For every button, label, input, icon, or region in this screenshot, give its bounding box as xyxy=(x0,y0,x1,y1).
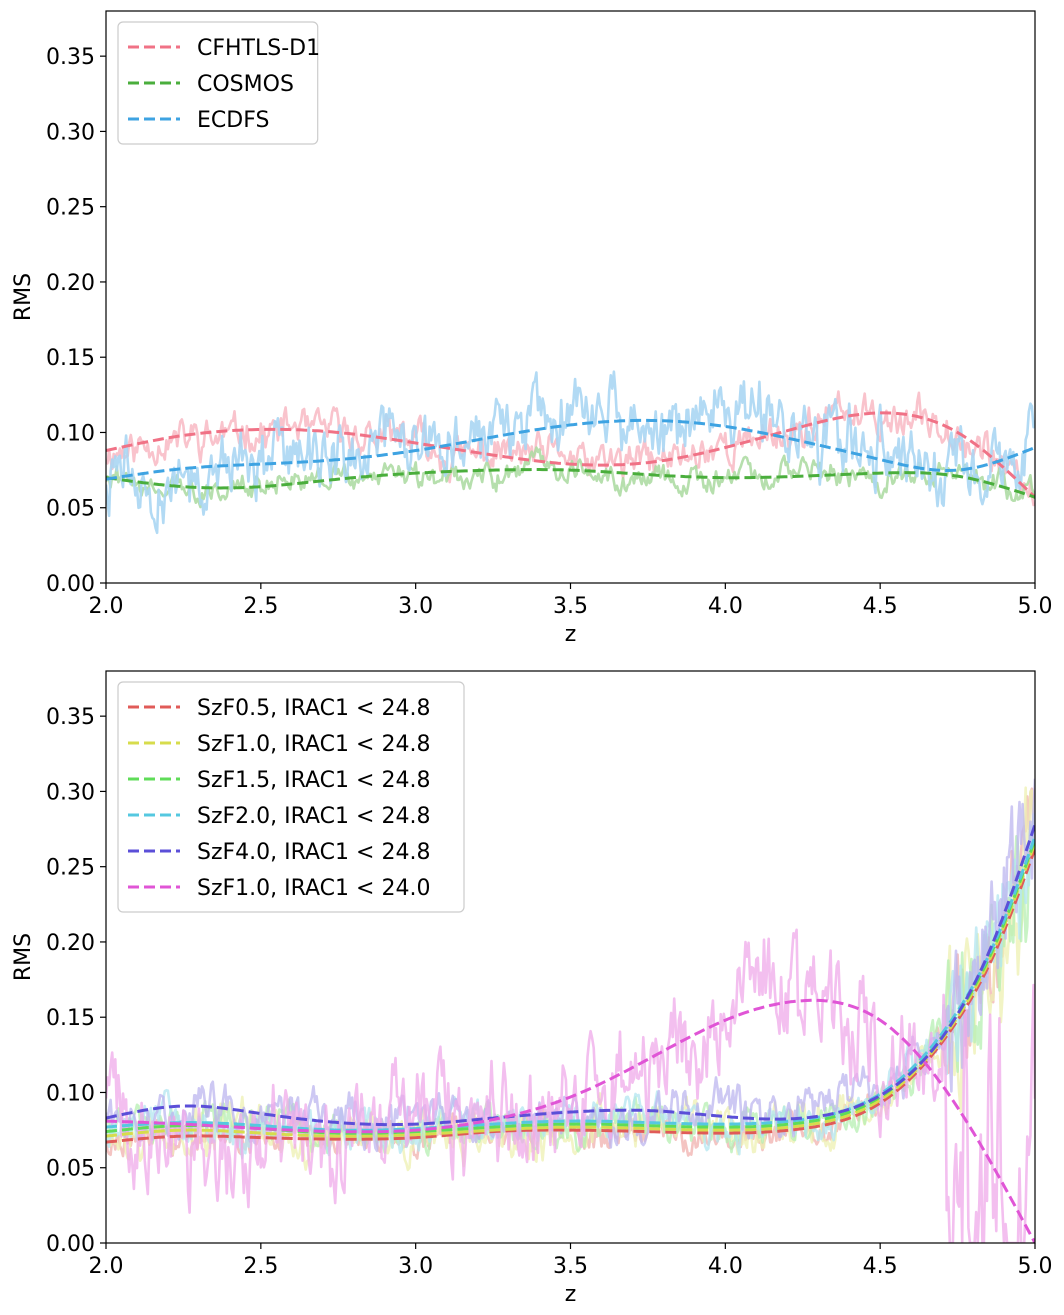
x-tick-label: 4.5 xyxy=(863,594,898,619)
fit-line-szf1-5-irac1-24-8 xyxy=(106,839,1035,1135)
noise-trace-cosmos xyxy=(106,446,1035,509)
y-axis-label: RMS xyxy=(11,933,36,981)
fit-line-ecdfs xyxy=(106,418,1035,481)
x-tick-label: 4.5 xyxy=(863,1254,898,1279)
legend-label: SzF0.5, IRAC1 < 24.8 xyxy=(197,696,430,721)
x-tick-label: 4.0 xyxy=(708,1254,743,1279)
fit-line-szf1-0-irac1-24-8 xyxy=(106,842,1035,1138)
x-tick-label: 5.0 xyxy=(1018,594,1053,619)
y-tick-label: 0.10 xyxy=(46,421,95,446)
legend-label: SzF1.0, IRAC1 < 24.0 xyxy=(197,876,430,901)
y-tick-label: 0.00 xyxy=(46,1232,95,1257)
legend: CFHTLS-D1 COSMOS ECDFS xyxy=(117,21,320,145)
x-tick-label: 2.5 xyxy=(243,594,278,619)
noise-trace-ecdfs xyxy=(106,370,1035,535)
legend-frame xyxy=(117,681,465,913)
fit-line-szf2-0-irac1-24-8 xyxy=(106,836,1035,1132)
legend-frame xyxy=(117,21,319,145)
legend-label: COSMOS xyxy=(197,72,294,97)
y-tick-label: 0.15 xyxy=(46,346,95,371)
fit-line-cosmos xyxy=(106,468,1035,499)
x-axis-label: z xyxy=(565,1282,577,1307)
y-axis-label: RMS xyxy=(11,273,36,321)
noise-trace-cfhtls-d1 xyxy=(106,390,1035,507)
x-tick-label: 2.5 xyxy=(243,1254,278,1279)
y-tick-label: 0.15 xyxy=(46,1006,95,1031)
y-tick-label: 0.30 xyxy=(46,120,95,145)
chart-panel-1: 2.0 2.5 3.0 3.5 4.0 4.5 5.0 0.00 0.05 0.10 0.15 0.2… xyxy=(11,10,1053,647)
y-tick-label: 0.05 xyxy=(46,497,95,522)
legend-label: SzF1.0, IRAC1 < 24.8 xyxy=(197,732,430,757)
legend-label: SzF1.5, IRAC1 < 24.8 xyxy=(197,768,430,793)
x-tick-label: 2.0 xyxy=(89,594,124,619)
x-tick-label: 5.0 xyxy=(1018,1254,1053,1279)
y-tick-label: 0.20 xyxy=(46,931,95,956)
y-tick-label: 0.20 xyxy=(46,271,95,296)
fit-line-szf1-0-irac1-24-0 xyxy=(106,998,1035,1243)
legend-label: SzF4.0, IRAC1 < 24.8 xyxy=(197,840,430,865)
x-tick-label: 3.5 xyxy=(553,1254,588,1279)
y-tick-label: 0.10 xyxy=(46,1081,95,1106)
x-axis-label: z xyxy=(565,622,577,647)
y-tick-label: 0.05 xyxy=(46,1157,95,1182)
chart-panel-2: 2.0 2.5 3.0 3.5 4.0 4.5 5.0 0.00 0.05 0.10 0.15 0.2… xyxy=(11,670,1053,1307)
x-tick-label: 3.5 xyxy=(553,594,588,619)
x-tick-label: 3.0 xyxy=(398,594,433,619)
fit-line-szf4-0-irac1-24-8 xyxy=(106,824,1035,1127)
noise-trace-szf1-0-irac1-24-0 xyxy=(106,928,1035,1243)
legend-label: SzF2.0, IRAC1 < 24.8 xyxy=(197,804,430,829)
y-tick-label: 0.00 xyxy=(46,572,95,597)
y-tick-label: 0.35 xyxy=(46,705,95,730)
y-tick-label: 0.35 xyxy=(46,45,95,70)
y-tick-label: 0.25 xyxy=(46,856,95,881)
x-tick-label: 2.0 xyxy=(89,1254,124,1279)
legend: SzF0.5, IRAC1 < 24.8 SzF1.0, IRAC1 < 24.8… xyxy=(117,681,465,913)
fit-line-cfhtls-d1 xyxy=(106,411,1035,499)
y-tick-label: 0.30 xyxy=(46,780,95,805)
y-tick-label: 0.25 xyxy=(46,196,95,221)
fit-line-szf0-5-irac1-24-8 xyxy=(106,848,1035,1144)
x-tick-label: 3.0 xyxy=(398,1254,433,1279)
plot-area xyxy=(106,370,1035,535)
x-tick-label: 4.0 xyxy=(708,594,743,619)
plot-area xyxy=(106,778,1035,1243)
legend-label: ECDFS xyxy=(197,108,269,133)
legend-label: CFHTLS-D1 xyxy=(197,36,320,61)
